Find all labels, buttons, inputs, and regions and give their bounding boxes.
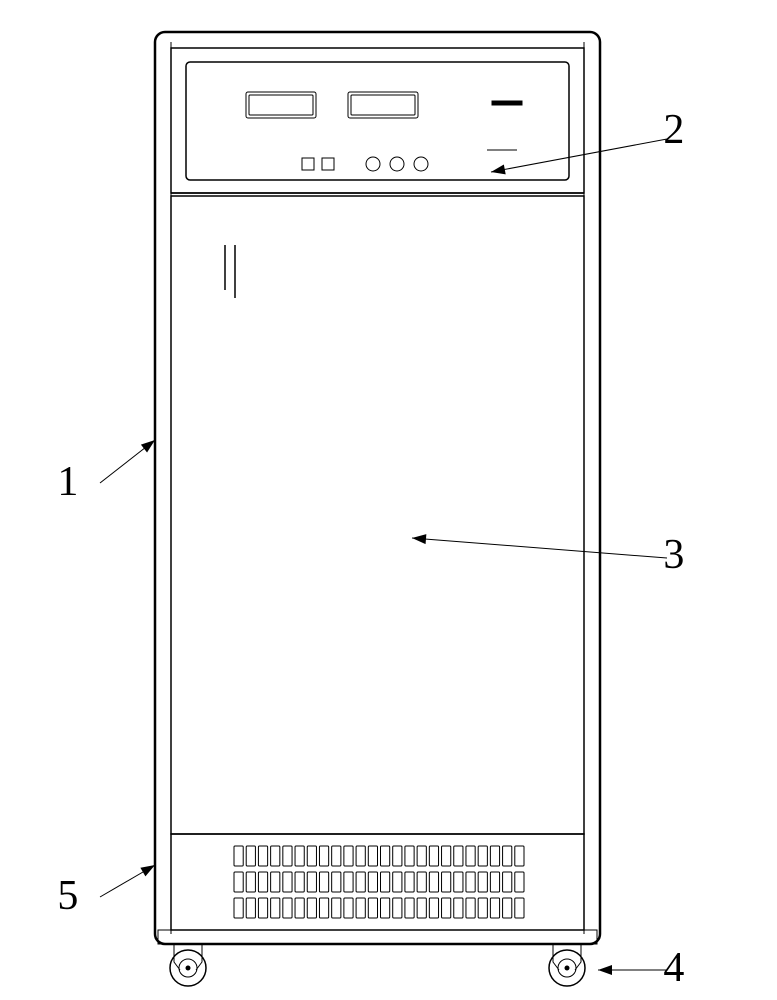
callout-label-5: 5 [57, 875, 78, 917]
callout-label-2: 2 [663, 109, 684, 151]
callout-label-4: 4 [663, 947, 684, 989]
diagram-svg [0, 0, 777, 1000]
callout-label-1: 1 [57, 461, 78, 503]
callout-label-3: 3 [663, 534, 684, 576]
